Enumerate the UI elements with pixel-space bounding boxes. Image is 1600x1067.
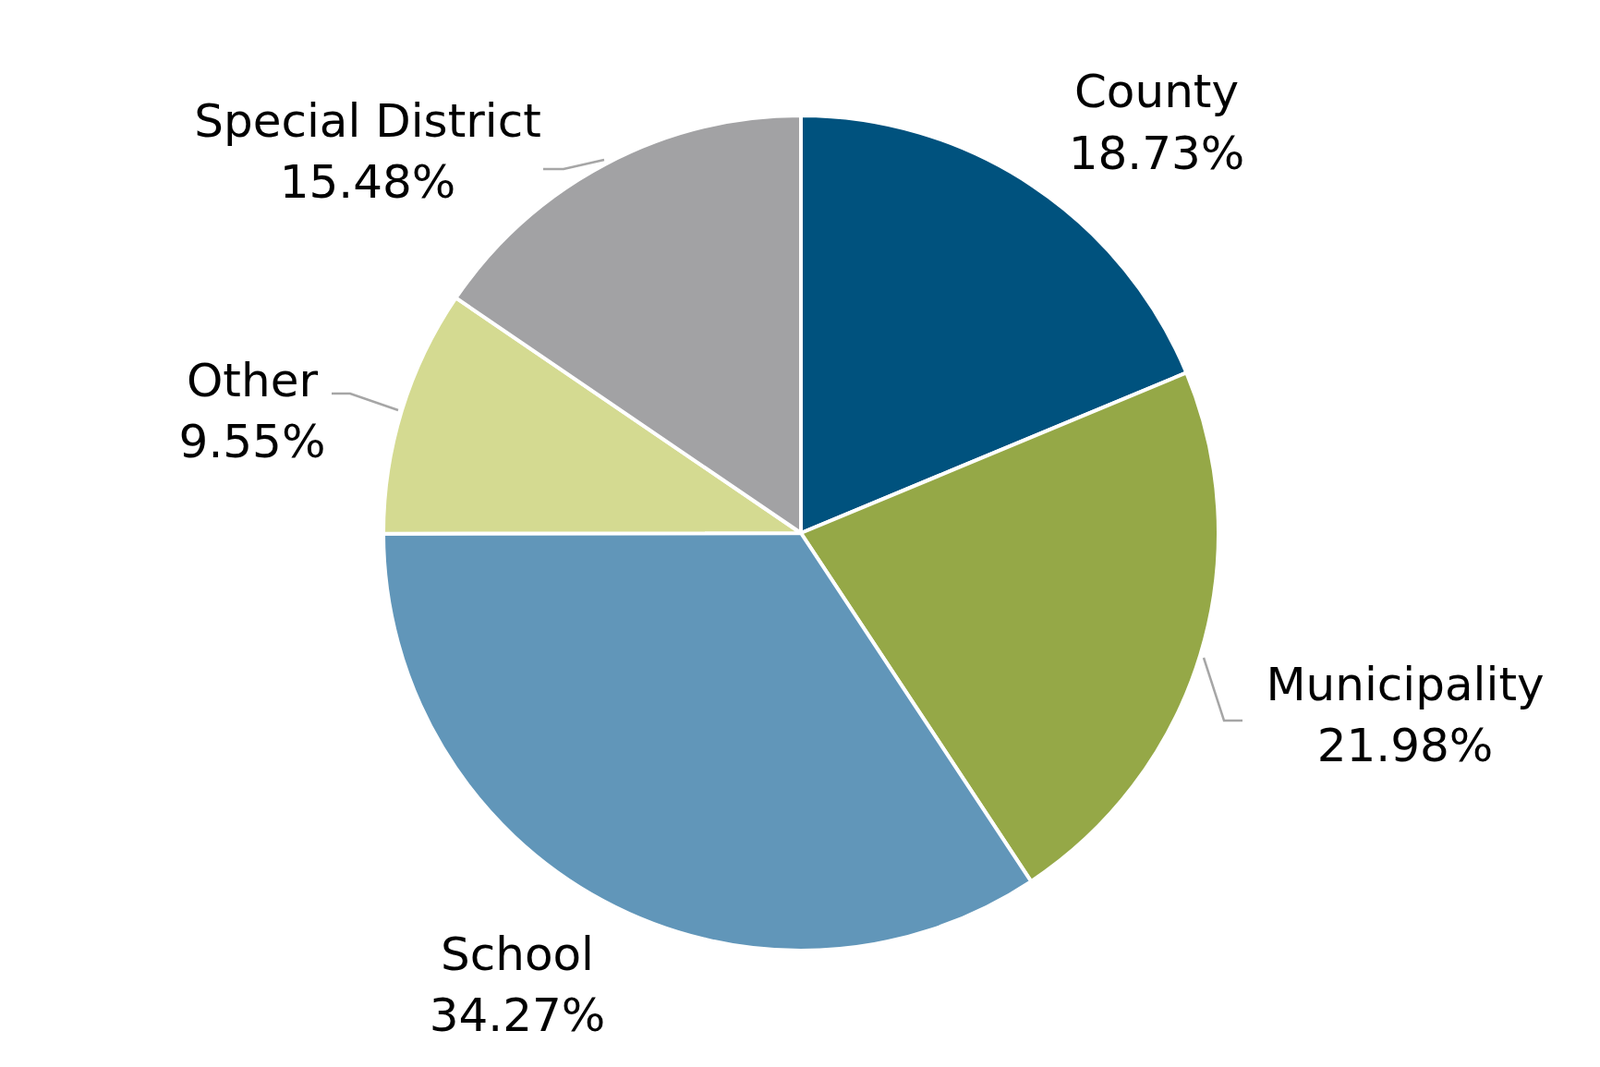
category-label: Other: [186, 353, 318, 408]
data-label: 18.73%: [1068, 126, 1246, 181]
slices: [383, 115, 1219, 951]
category-label: School: [440, 927, 594, 982]
labels: County 18.73% Municipality 21.98% School 34.2…: [179, 64, 1545, 1043]
data-label: 34.27%: [429, 988, 607, 1043]
category-label: Special District: [193, 94, 542, 148]
leader-line: [331, 393, 399, 411]
slice: [456, 115, 801, 534]
category-label: Municipality: [1265, 657, 1544, 712]
leader-line: [1203, 657, 1243, 721]
slice: [383, 533, 1031, 951]
category-label: County: [1074, 64, 1239, 119]
data-label: 15.48%: [279, 155, 457, 209]
data-label: 9.55%: [179, 414, 327, 469]
leader-line: [543, 159, 605, 170]
chart: County 18.73% Municipality 21.98% School 34.2…: [0, 0, 1600, 1067]
data-label: 21.98%: [1317, 718, 1494, 773]
